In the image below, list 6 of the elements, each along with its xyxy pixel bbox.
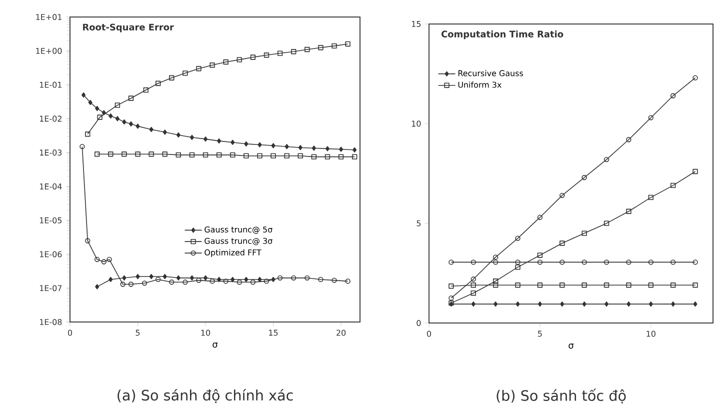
text: (b) So sánh tốc độ <box>496 388 626 404</box>
x-axis-title: σ <box>568 344 574 349</box>
text: Computation Time Ratio <box>442 30 564 40</box>
text: (a) So sánh độ chính xác <box>118 388 293 404</box>
x-axis-title: σ <box>212 342 218 348</box>
text: Root-Square Error <box>83 24 174 32</box>
